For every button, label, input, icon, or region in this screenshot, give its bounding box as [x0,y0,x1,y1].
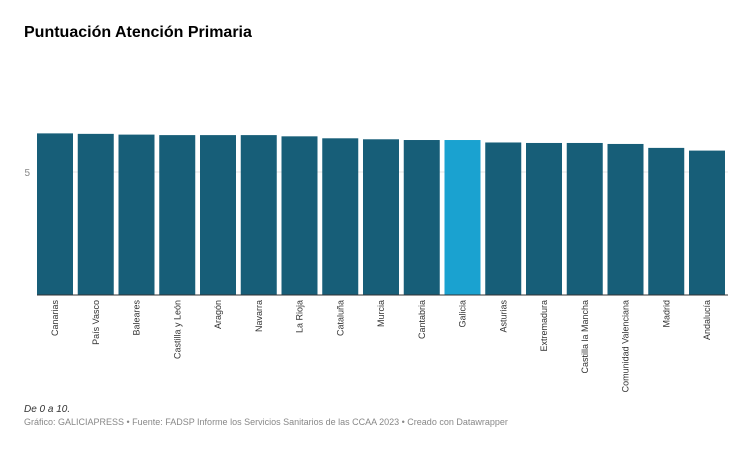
bar-asturias [485,142,522,295]
x-tick-label: Galicia [458,300,468,328]
bar-canarias [37,133,73,295]
bar-cantabria [403,140,440,295]
bar-extremadura [526,142,562,295]
chart-note: De 0 a 10. [24,404,71,415]
bar-cataluña [322,138,359,295]
bar-galicia [444,140,481,295]
x-tick-label: Cantabria [417,300,427,339]
x-tick-label: Asturias [498,300,508,333]
x-tick-label: Baleares [132,300,142,336]
bar-castilla-y-león [159,135,196,295]
bar-navarra [240,135,277,295]
bar-chart: 5 Canarias País Vasco Baleares Castilla y Le… [24,133,728,392]
x-tick-label: Aragón [213,300,223,329]
x-tick-label: Canarias [50,300,60,337]
bar-país-vasco [77,133,114,295]
bar-baleares [118,134,155,295]
chart-credit: Gráfico: GALICIAPRESS • Fuente: FADSP In… [24,417,508,427]
bar-la-rioja [281,136,318,295]
bar-comunidad-valenciana [607,143,644,295]
y-tick-label: 5 [24,168,30,179]
x-tick-label: Murcia [376,300,386,327]
bar-madrid [648,147,685,295]
bar-andalucía [689,150,725,295]
x-tick-label: Navarra [254,300,264,332]
bar-castilla-la-mancha [566,142,603,295]
x-tick-label: Andalucía [702,300,712,340]
x-tick-label: Castilla la Mancha [580,300,590,374]
x-tick-label: La Rioja [295,300,305,333]
x-tick-label: Castilla y León [172,300,182,359]
x-tick-label: Madrid [661,300,671,328]
chart-title: Puntuación Atención Primaria [24,24,252,41]
x-tick-label: Comunidad Valenciana [621,300,631,392]
bar-aragón [200,135,236,295]
x-tick-label: País Vasco [91,300,101,345]
bar-murcia [363,139,399,295]
x-tick-label: Cataluña [335,300,345,336]
x-tick-label: Extremadura [539,300,549,352]
